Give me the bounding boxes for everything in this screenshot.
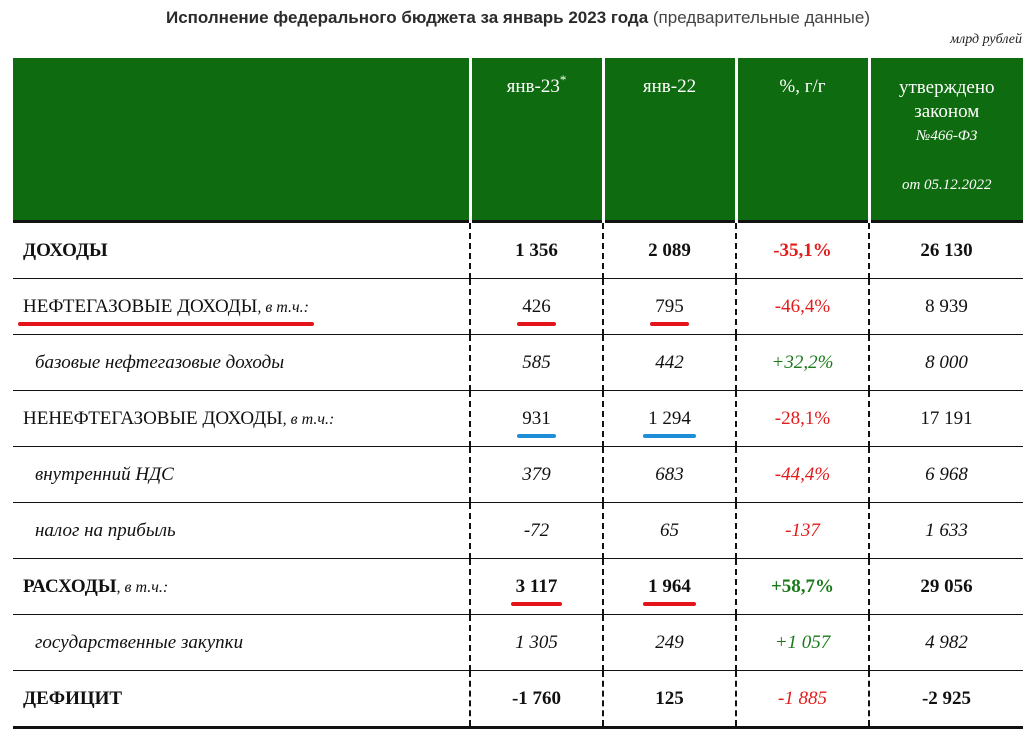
row-label: РАСХОДЫ, в т.ч.: [13, 558, 470, 615]
cell-jan23: 585 [469, 334, 603, 391]
row-label: НЕФТЕГАЗОВЫЕ ДОХОДЫ, в т.ч.: [13, 278, 470, 335]
row-label: внутренний НДС [13, 446, 470, 503]
jan23-label: янв-23 [506, 76, 560, 97]
cell-jan23: 1 356 [469, 220, 603, 279]
cell-jan23: 3 117 [469, 558, 603, 615]
cell-approved: 1 633 [868, 502, 1023, 559]
cell-jan22: 442 [602, 334, 736, 391]
cell-jan22: 1 294 [602, 390, 736, 447]
header-empty-cell [13, 58, 470, 222]
cell-jan22: 2 089 [602, 220, 736, 279]
cell-jan22: 1 964 [602, 558, 736, 615]
cell-approved: 8 939 [868, 278, 1023, 335]
footnote-mark: * [559, 72, 567, 87]
cell-jan22: 249 [602, 614, 736, 671]
column-header-approved: утверждено законом №466-ФЗ от 05.12.2022 [867, 58, 1023, 222]
cell-approved: 17 191 [868, 390, 1023, 447]
cell-jan22: 125 [602, 670, 736, 729]
cell-jan23: -1 760 [469, 670, 603, 729]
units-label: млрд рублей [950, 32, 1022, 47]
cell-jan22: 795 [602, 278, 736, 335]
budget-table: янв-23* янв-22 %, г/г утверждено законом… [13, 58, 1023, 729]
cell-jan23: 426 [469, 278, 603, 335]
cell-yoy: -35,1% [735, 220, 869, 279]
title-subtitle: (предварительные данные) [652, 8, 870, 27]
cell-jan22: 683 [602, 446, 736, 503]
cell-yoy: +1 057 [735, 614, 869, 671]
column-header-jan22: янв-22 [601, 58, 736, 222]
row-label: НЕНЕФТЕГАЗОВЫЕ ДОХОДЫ, в т.ч.: [13, 390, 470, 447]
row-label: налог на прибыль [13, 502, 470, 559]
cell-approved: 26 130 [868, 220, 1023, 279]
title-main: Исполнение федерального бюджета за январ… [165, 8, 649, 27]
cell-jan23: 379 [469, 446, 603, 503]
cell-jan23: -72 [469, 502, 603, 559]
table-row: НЕФТЕГАЗОВЫЕ ДОХОДЫ, в т.ч.: 426 795 -46… [13, 278, 1023, 335]
page-title: Исполнение федерального бюджета за январ… [0, 8, 1036, 28]
table-row: ДЕФИЦИТ -1 760 125 -1 885 -2 925 [13, 670, 1023, 729]
table-row: НЕНЕФТЕГАЗОВЫЕ ДОХОДЫ, в т.ч.: 931 1 294… [13, 390, 1023, 447]
cell-yoy: -44,4% [735, 446, 869, 503]
cell-jan23: 931 [469, 390, 603, 447]
cell-yoy: +32,2% [735, 334, 869, 391]
cell-approved: 4 982 [868, 614, 1023, 671]
row-label: ДОХОДЫ [13, 220, 470, 279]
table-row: налог на прибыль -72 65 -137 1 633 [13, 502, 1023, 559]
row-label: базовые нефтегазовые доходы [13, 334, 470, 391]
table-row: ДОХОДЫ 1 356 2 089 -35,1% 26 130 [13, 220, 1023, 279]
cell-yoy: -137 [735, 502, 869, 559]
red-underline-highlight: НЕФТЕГАЗОВЫЕ ДОХОДЫ, в т.ч.: [18, 295, 314, 326]
cell-approved: 6 968 [868, 446, 1023, 503]
cell-yoy: -1 885 [735, 670, 869, 729]
column-header-yoy: %, г/г [734, 58, 869, 222]
cell-yoy: -46,4% [735, 278, 869, 335]
cell-jan23: 1 305 [469, 614, 603, 671]
table-row: РАСХОДЫ, в т.ч.: 3 117 1 964 +58,7% 29 0… [13, 558, 1023, 615]
row-label: ДЕФИЦИТ [13, 670, 470, 729]
cell-approved: -2 925 [868, 670, 1023, 729]
row-label: государственные закупки [13, 614, 470, 671]
cell-approved: 29 056 [868, 558, 1023, 615]
table-row: базовые нефтегазовые доходы 585 442 +32,… [13, 334, 1023, 391]
cell-yoy: -28,1% [735, 390, 869, 447]
column-header-jan23: янв-23* [468, 58, 603, 222]
cell-approved: 8 000 [868, 334, 1023, 391]
cell-jan22: 65 [602, 502, 736, 559]
cell-yoy: +58,7% [735, 558, 869, 615]
table-row: внутренний НДС 379 683 -44,4% 6 968 [13, 446, 1023, 503]
table-row: государственные закупки 1 305 249 +1 057… [13, 614, 1023, 671]
table-header-row: янв-23* янв-22 %, г/г утверждено законом… [13, 58, 1023, 222]
